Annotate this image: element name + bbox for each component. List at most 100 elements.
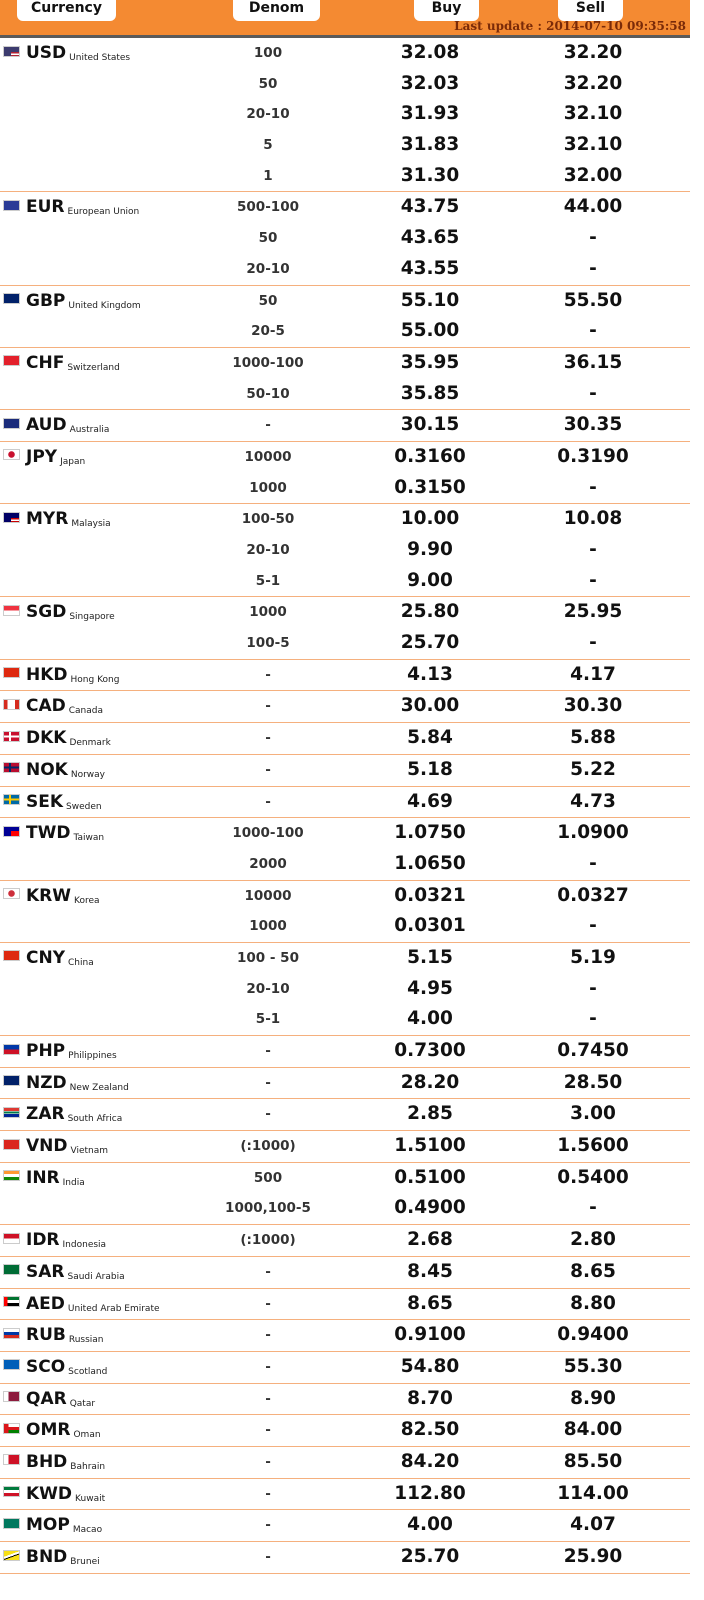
currency-country: United States	[69, 53, 131, 63]
rate-row: TWD Taiwan 1000-100 1.0750 1.0900	[0, 818, 690, 849]
denomination-cell: 20-10	[246, 542, 290, 558]
buy-column-button[interactable]: Buy	[414, 0, 479, 21]
sell-rate-cell: -	[589, 569, 597, 591]
om-flag-icon	[3, 1422, 20, 1434]
currency-group-krw: KRW Korea 10000 0.0321 0.0327 1000 0.0301 -	[0, 881, 690, 943]
currency-country: Qatar	[69, 1398, 96, 1409]
denomination-cell: -	[265, 666, 271, 683]
kr-flag-icon	[3, 888, 20, 900]
sell-rate-cell: 55.50	[563, 289, 623, 311]
rate-row: NZD New Zealand - 28.20 28.50	[0, 1068, 690, 1099]
denomination-cell: -	[265, 1485, 271, 1502]
currency-group-mop: MOP Macao - 4.00 4.07	[0, 1510, 690, 1542]
buy-rate-cell: 2.85	[407, 1103, 453, 1125]
buy-rate-cell: 0.3160	[394, 445, 466, 467]
rate-row: 5 31.83 32.10	[0, 130, 690, 161]
currency-code: AUD	[26, 415, 67, 436]
denomination-cell: -	[265, 1453, 271, 1470]
rate-row: 20-10 4.95 -	[0, 974, 690, 1005]
my-flag-icon	[3, 511, 20, 523]
currency-column-button[interactable]: Currency	[17, 0, 116, 21]
buy-rate-cell: 35.85	[400, 382, 460, 404]
currency-country: Russian	[68, 1335, 104, 1346]
sell-rate-cell: 85.50	[563, 1450, 623, 1472]
currency-group-bnd: BND Brunei - 25.70 25.90	[0, 1542, 690, 1574]
currency-cell: BHD Bahrain	[0, 1447, 105, 1477]
sell-rate-cell: 4.07	[570, 1514, 616, 1536]
sell-rate-cell: -	[589, 915, 597, 937]
rate-row: 1 31.30 32.00	[0, 161, 690, 192]
currency-code: INR	[26, 1167, 60, 1188]
id-flag-icon	[3, 1232, 20, 1244]
sell-rate-cell: 4.17	[570, 663, 616, 685]
currency-country: Canada	[68, 706, 103, 717]
denomination-cell: 20-10	[246, 106, 290, 123]
currency-code: SCO	[26, 1356, 66, 1377]
rate-row: 20-10 43.55 -	[0, 254, 690, 285]
ph-flag-icon	[3, 1043, 20, 1055]
buy-rate-cell: 5.84	[407, 727, 453, 749]
sell-rate-cell: 32.10	[563, 134, 623, 156]
rate-row: 5-1 9.00 -	[0, 566, 690, 597]
currency-group-vnd: VND Vietnam (:1000) 1.5100 1.5600	[0, 1131, 690, 1163]
denomination-cell: 50	[258, 230, 278, 247]
denomination-cell: 100 - 50	[237, 949, 299, 966]
sell-rate-cell: 32.20	[563, 42, 623, 63]
rate-row: MYR Malaysia 100-50 10.00 10.08	[0, 504, 690, 535]
buy-rate-cell: 1.5100	[394, 1135, 466, 1157]
rate-row: RUB Russian - 0.9100 0.9400	[0, 1320, 690, 1351]
sell-rate-cell: 0.9400	[557, 1324, 629, 1346]
currency-cell: JPY Japan	[0, 442, 85, 472]
denomination-cell: 5-1	[255, 572, 281, 589]
currency-code: SEK	[26, 791, 64, 812]
currency-code: AED	[26, 1293, 65, 1314]
currency-country: Malaysia	[71, 519, 111, 530]
buy-rate-cell: 0.0301	[394, 915, 466, 937]
jp-flag-icon	[3, 449, 20, 461]
rate-table-header: Currency Denom Buy Sell Last update : 20…	[0, 0, 690, 38]
sell-rate-cell: 30.30	[563, 695, 623, 717]
currency-code: IDR	[26, 1230, 60, 1251]
buy-rate-cell: 35.95	[400, 351, 460, 373]
currency-group-idr: IDR Indonesia (:1000) 2.68 2.80	[0, 1225, 690, 1257]
currency-group-myr: MYR Malaysia 100-50 10.00 10.08 20-10 9.90-5-1…	[0, 504, 690, 598]
currency-group-aed: AED United Arab Emirate - 8.65 8.80	[0, 1289, 690, 1321]
rate-row: SEK Sweden - 4.69 4.73	[0, 787, 690, 818]
rate-row: 20-10 9.90 -	[0, 535, 690, 566]
denom-column-button[interactable]: Denom	[233, 0, 320, 21]
currency-code: ZAR	[26, 1104, 65, 1125]
sell-rate-cell: 0.3190	[557, 445, 629, 467]
currency-group-kwd: KWD Kuwait - 112.80 114.00	[0, 1479, 690, 1511]
denomination-cell: (:1000)	[240, 1138, 296, 1155]
rate-row: DKK Denmark - 5.84 5.88	[0, 723, 690, 754]
rate-row: MOP Macao - 4.00 4.07	[0, 1510, 690, 1541]
sell-rate-cell: 36.15	[563, 351, 623, 373]
currency-country: Brunei	[70, 1557, 100, 1567]
sell-column-button[interactable]: Sell	[558, 0, 623, 21]
currency-country: China	[68, 957, 94, 968]
currency-cell: KWD Kuwait	[0, 1479, 105, 1509]
denomination-cell: -	[265, 761, 271, 778]
currency-code: CNY	[26, 947, 66, 968]
currency-cell: SGD Singapore	[0, 597, 115, 627]
ae-flag-icon	[3, 1296, 20, 1307]
currency-cell: GBP United Kingdom	[0, 286, 141, 316]
currency-code: TWD	[26, 823, 71, 844]
currency-country: Hong Kong	[70, 674, 120, 685]
currency-country: South Africa	[67, 1114, 123, 1125]
buy-rate-cell: 9.90	[407, 539, 453, 560]
currency-country: United Arab Emirate	[67, 1303, 160, 1314]
exchange-rate-table: USD United States 100 32.08 32.20 50 32.03 32.2…	[0, 38, 690, 1574]
currency-cell: NOK Norway	[0, 755, 105, 785]
buy-rate-cell: 54.80	[400, 1355, 460, 1377]
currency-country: Korea	[74, 895, 100, 906]
sell-rate-cell: -	[589, 1008, 597, 1030]
currency-code: JPY	[26, 446, 58, 467]
currency-country: India	[62, 1177, 85, 1188]
buy-rate-cell: 43.65	[400, 227, 460, 249]
currency-group-php: PHP Philippines - 0.7300 0.7450	[0, 1036, 690, 1068]
buy-rate-cell: 1.0750	[394, 822, 466, 844]
buy-rate-cell: 5.18	[407, 758, 453, 780]
currency-cell: USD United States	[0, 38, 130, 68]
currency-country: Kuwait	[75, 1493, 106, 1504]
